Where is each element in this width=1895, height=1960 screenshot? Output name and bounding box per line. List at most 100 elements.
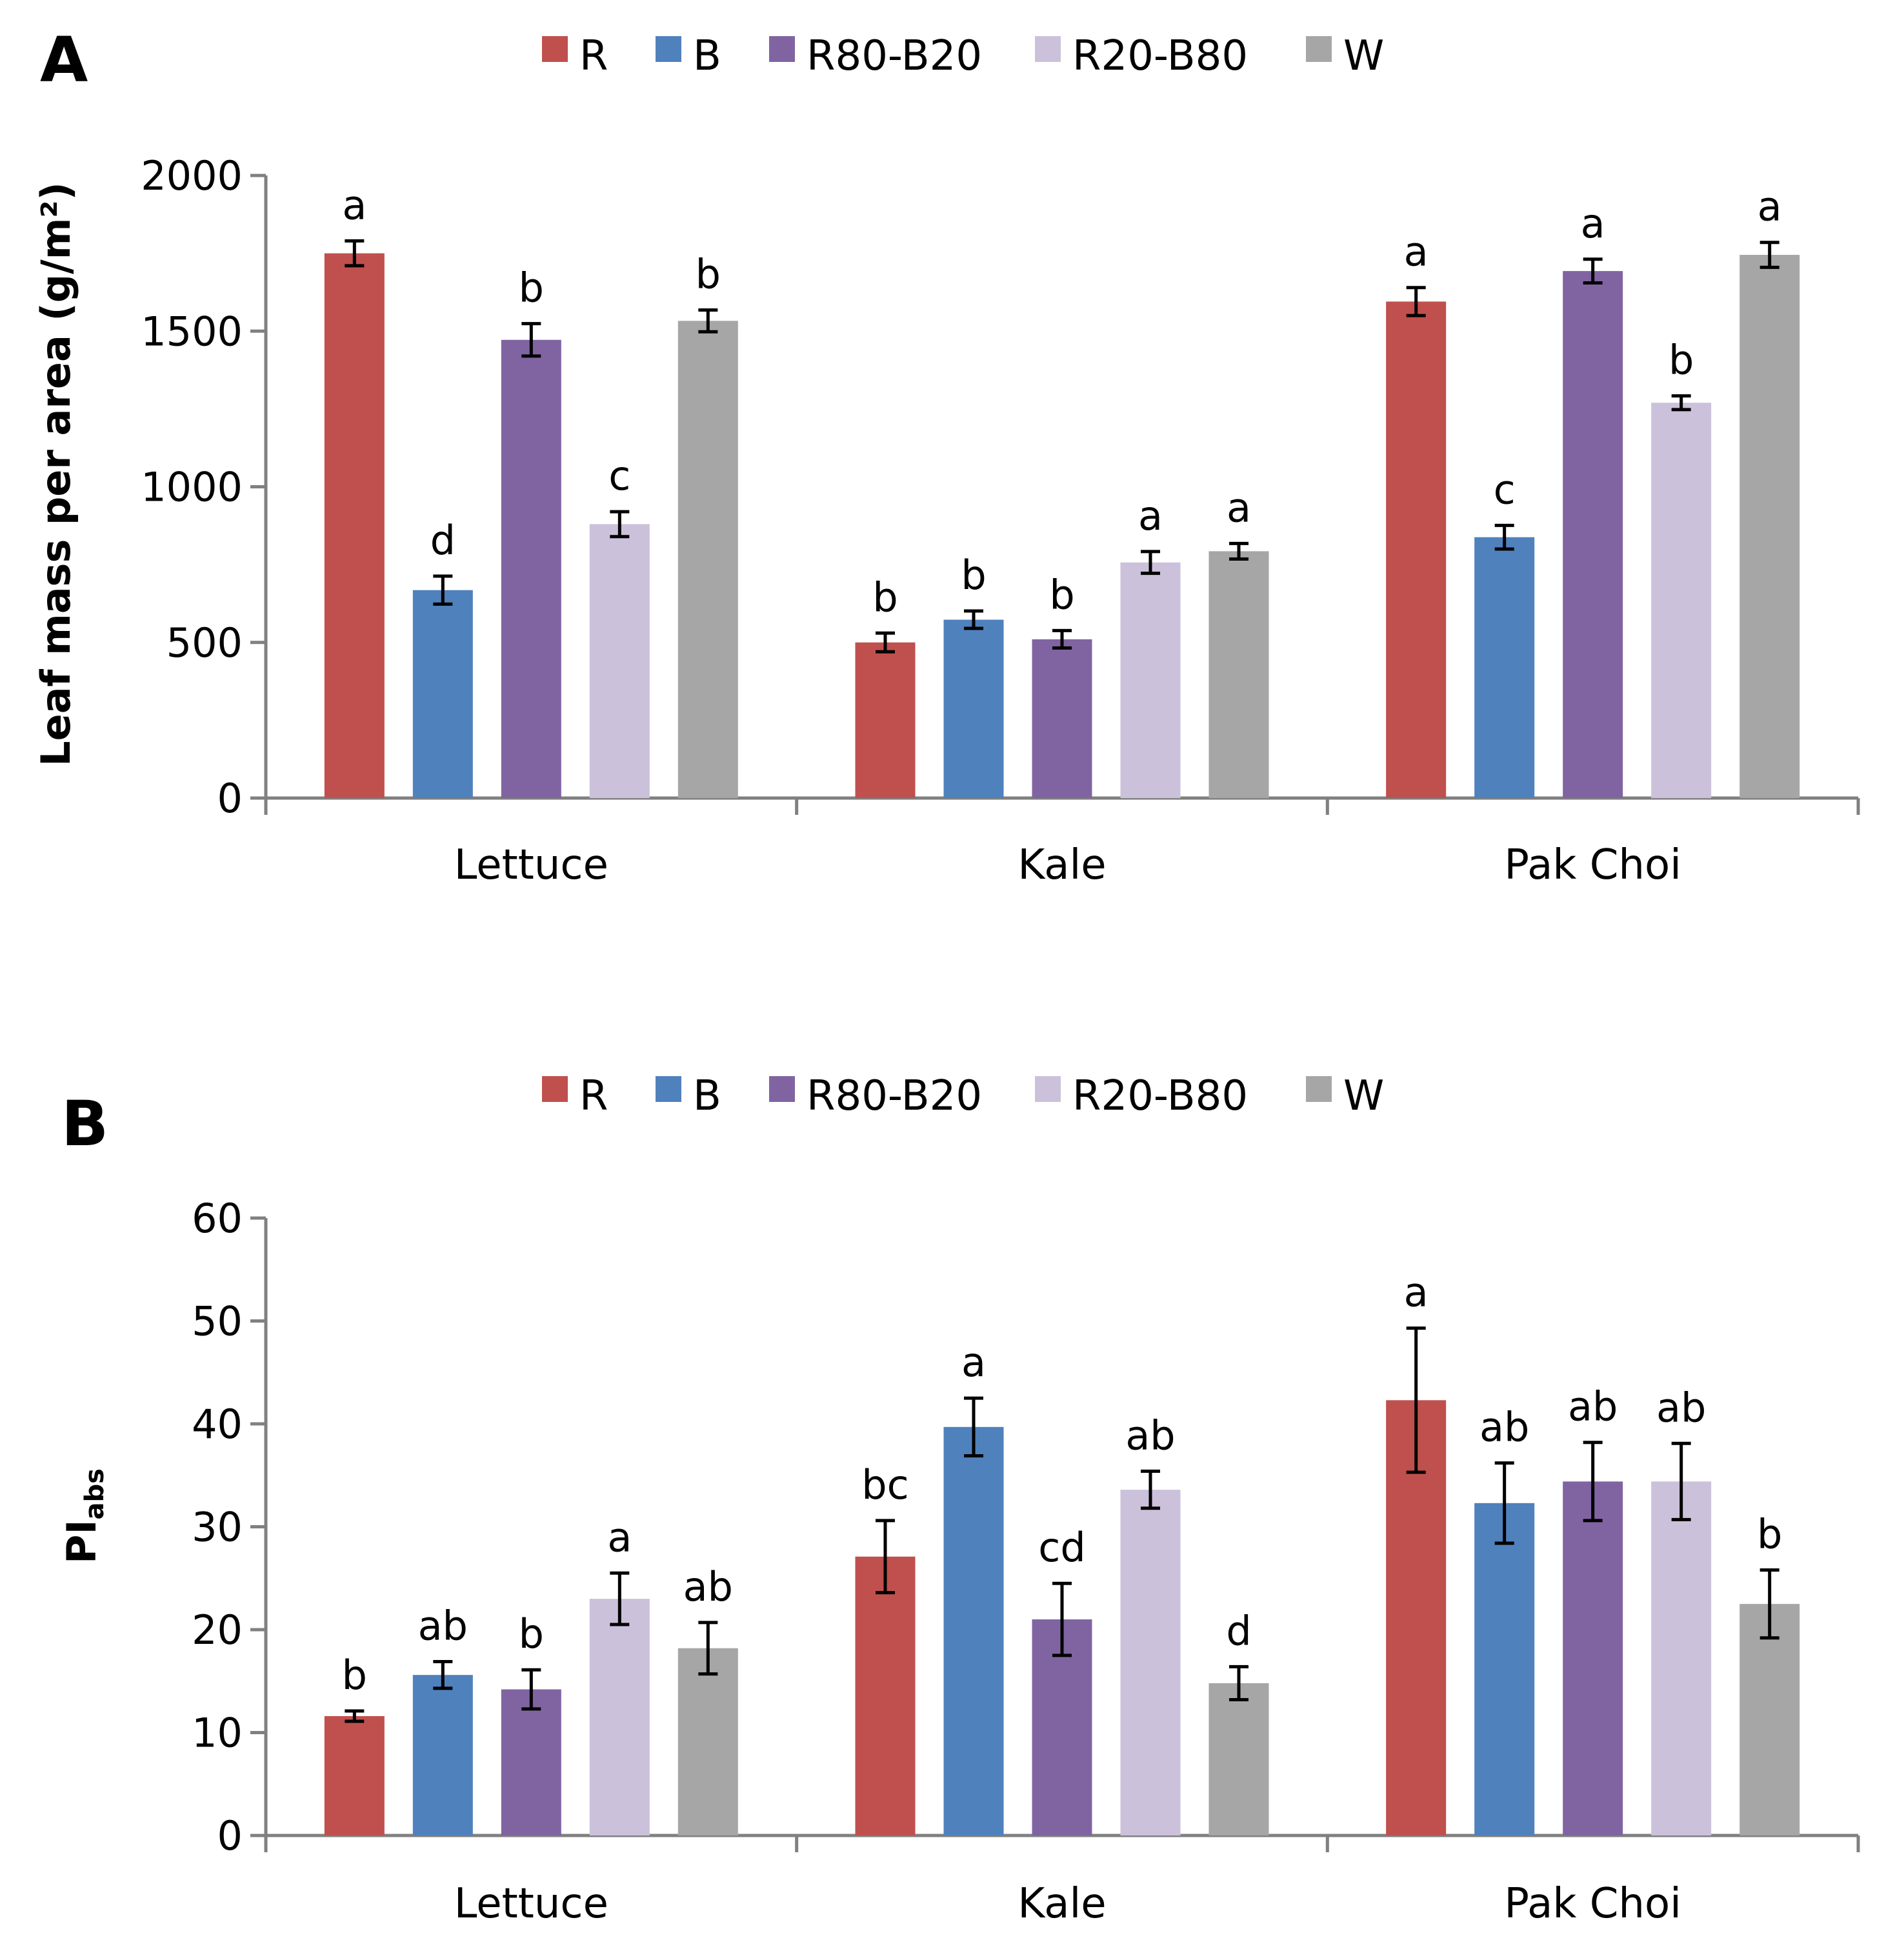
sig-letter-lettuce-r80-b20: b xyxy=(519,1610,544,1657)
sig-letter-pak-choi-w: b xyxy=(1757,1510,1782,1557)
y-tick-label-0: 0 xyxy=(217,775,243,822)
bar-kale-r80-b20 xyxy=(1032,639,1092,798)
sig-letter-pak-choi-r80-b20: ab xyxy=(1568,1383,1618,1430)
sig-letter-kale-w: a xyxy=(1227,484,1251,531)
sig-letter-kale-b: a xyxy=(961,1339,986,1386)
bar-lettuce-r20-b80 xyxy=(589,524,650,798)
bar-kale-r20-b80 xyxy=(1120,1490,1181,1835)
y-axis-label-main: PI xyxy=(58,1519,105,1564)
sig-letter-pak-choi-r: a xyxy=(1404,1269,1429,1316)
y-tick-label-30: 30 xyxy=(192,1504,243,1551)
legend-label-b: B xyxy=(693,1072,721,1120)
bar-kale-r xyxy=(855,642,916,798)
sig-letter-kale-r80-b20: cd xyxy=(1038,1524,1085,1571)
y-tick-label-10: 10 xyxy=(192,1710,243,1757)
category-label-pak-choi: Pak Choi xyxy=(1504,841,1681,889)
y-tick-label-40: 40 xyxy=(192,1401,243,1448)
legend-label-w: W xyxy=(1343,32,1384,80)
bar-pak-choi-w xyxy=(1740,255,1800,799)
bar-kale-r xyxy=(855,1556,916,1835)
bar-pak-choi-r80-b20 xyxy=(1563,1481,1623,1835)
bar-pak-choi-r80-b20 xyxy=(1563,271,1623,798)
legend-label-r20-b80: R20-B80 xyxy=(1072,32,1248,80)
bar-kale-b xyxy=(943,1426,1004,1835)
sig-letter-lettuce-r: b xyxy=(342,1652,367,1699)
sig-letter-pak-choi-r80-b20: a xyxy=(1581,200,1605,247)
sig-letter-lettuce-w: b xyxy=(696,250,721,297)
sig-letter-lettuce-r80-b20: b xyxy=(519,265,544,312)
legend-swatch-w xyxy=(1306,36,1332,62)
category-label-kale: Kale xyxy=(1018,1880,1106,1928)
bar-lettuce-r80-b20 xyxy=(501,339,561,798)
bar-kale-w xyxy=(1208,551,1269,798)
legend-swatch-r80-b20 xyxy=(769,36,795,62)
sig-letter-kale-w: d xyxy=(1226,1607,1251,1654)
sig-letter-pak-choi-b: ab xyxy=(1479,1404,1529,1451)
bar-lettuce-w xyxy=(677,1648,738,1835)
legend-label-r80-b20: R80-B20 xyxy=(807,1072,982,1120)
legend-swatch-r xyxy=(542,1076,568,1102)
bar-lettuce-r80-b20 xyxy=(501,1689,561,1835)
sig-letter-pak-choi-b: c xyxy=(1494,466,1516,513)
sig-letter-lettuce-r: a xyxy=(342,181,366,228)
y-tick-label-50: 50 xyxy=(192,1298,243,1345)
y-tick-label-60: 60 xyxy=(192,1195,243,1242)
bar-pak-choi-w xyxy=(1740,1604,1800,1835)
sig-letter-lettuce-b: d xyxy=(430,517,456,564)
y-axis-label-b: PIabs xyxy=(58,1468,110,1564)
y-tick-label-20: 20 xyxy=(192,1606,243,1654)
category-label-kale: Kale xyxy=(1018,841,1106,889)
y-axis-label-subscript: abs xyxy=(80,1468,110,1519)
y-tick-label-1000: 1000 xyxy=(141,464,243,511)
bar-kale-w xyxy=(1208,1683,1269,1835)
bars-a: a d b c b b b b a a a c a b a xyxy=(324,181,1800,799)
legend-swatch-r80-b20 xyxy=(769,1076,795,1102)
sig-letter-pak-choi-r20-b80: b xyxy=(1669,337,1694,384)
y-axis-label-a: Leaf mass per area (g/m²) xyxy=(32,182,79,766)
bar-pak-choi-r20-b80 xyxy=(1651,1481,1712,1835)
sig-letter-kale-r20-b80: ab xyxy=(1125,1412,1175,1459)
sig-letter-pak-choi-r20-b80: ab xyxy=(1656,1384,1706,1431)
category-label-pak-choi: Pak Choi xyxy=(1504,1880,1681,1928)
y-tick-label-0: 0 xyxy=(217,1812,243,1859)
sig-letter-kale-r: bc xyxy=(861,1461,908,1508)
sig-letter-kale-r: b xyxy=(872,574,897,621)
legend-label-b: B xyxy=(693,32,721,80)
bar-lettuce-r xyxy=(324,253,385,798)
legend-swatch-r xyxy=(542,36,568,62)
panel-letter-b: B xyxy=(61,1088,108,1160)
bar-lettuce-r20-b80 xyxy=(589,1599,650,1835)
bar-pak-choi-r20-b80 xyxy=(1651,403,1712,798)
sig-letter-lettuce-w: ab xyxy=(683,1563,733,1610)
sig-letter-kale-r80-b20: b xyxy=(1049,571,1074,618)
bar-lettuce-r xyxy=(324,1715,385,1835)
sig-letter-kale-r20-b80: a xyxy=(1138,492,1163,539)
legend-b: R B R80-B20 R20-B80 W xyxy=(542,1072,1384,1120)
legend-swatch-b xyxy=(656,36,681,62)
y-tick-label-1500: 1500 xyxy=(141,308,243,355)
bar-lettuce-w xyxy=(677,321,738,798)
legend-label-r: R xyxy=(579,1072,608,1120)
panel-letter-a: A xyxy=(40,24,88,96)
bar-pak-choi-b xyxy=(1474,1503,1535,1835)
bar-pak-choi-b xyxy=(1474,537,1535,798)
legend-label-w: W xyxy=(1343,1072,1384,1120)
bar-kale-b xyxy=(943,619,1004,798)
panel-a: A R B R80-B20 R20-B80 W 0 500 1000 1500 2000 Lett… xyxy=(32,24,1860,889)
bar-pak-choi-r xyxy=(1386,301,1447,799)
sig-letter-pak-choi-r: a xyxy=(1404,228,1429,275)
legend-swatch-w xyxy=(1306,1076,1332,1102)
bar-lettuce-b xyxy=(412,1675,473,1835)
legend-label-r80-b20: R80-B20 xyxy=(807,32,982,80)
sig-letter-lettuce-r20-b80: c xyxy=(608,452,630,499)
sig-letter-lettuce-r20-b80: a xyxy=(607,1514,632,1561)
legend-label-r20-b80: R20-B80 xyxy=(1072,1072,1248,1120)
y-tick-label-2000: 2000 xyxy=(141,152,243,199)
legend-label-r: R xyxy=(579,32,608,80)
legend-swatch-r20-b80 xyxy=(1035,36,1061,62)
sig-letter-pak-choi-w: a xyxy=(1758,183,1782,230)
bar-lettuce-b xyxy=(412,590,473,798)
y-tick-label-500: 500 xyxy=(166,619,243,666)
